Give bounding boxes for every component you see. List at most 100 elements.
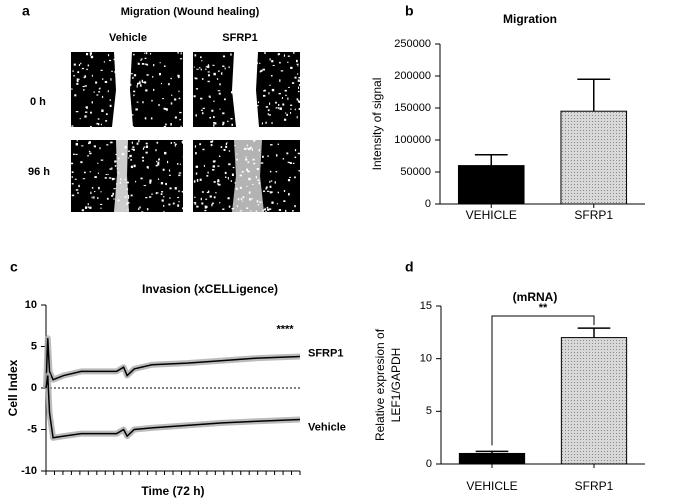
speckle: [115, 183, 118, 185]
speckle: [122, 63, 125, 66]
speckle: [277, 53, 281, 55]
y-tick-label: 100000: [394, 134, 431, 146]
speckle: [287, 61, 289, 63]
speckle: [132, 146, 135, 148]
speckle: [155, 164, 158, 167]
error-bar: [577, 327, 611, 338]
speckle: [274, 181, 276, 184]
speckle: [96, 122, 98, 125]
speckle: [288, 161, 291, 164]
speckle: [168, 203, 171, 206]
speckle: [241, 81, 244, 85]
speckle: [138, 82, 141, 85]
speckle: [106, 144, 109, 146]
speckle: [231, 91, 233, 94]
speckle: [259, 62, 261, 65]
speckle: [101, 95, 104, 98]
speckle: [248, 191, 251, 194]
speckle: [135, 108, 138, 111]
speckle: [196, 179, 199, 181]
speckle: [219, 83, 221, 86]
speckle: [207, 171, 209, 174]
speckle: [222, 121, 225, 125]
speckle: [268, 92, 270, 95]
speckle: [252, 140, 256, 142]
speckle: [113, 198, 115, 200]
speckle: [111, 167, 113, 170]
speckle: [269, 84, 271, 86]
speckle: [231, 123, 234, 126]
speckle: [272, 64, 275, 66]
speckle: [126, 188, 129, 191]
y-tick-label: 250000: [394, 38, 431, 50]
speckle: [289, 176, 291, 178]
speckle: [247, 119, 251, 121]
speckle: [242, 121, 245, 123]
speckle: [73, 75, 76, 77]
speckle: [208, 95, 211, 98]
speckle: [77, 71, 80, 74]
speckle: [268, 114, 271, 116]
speckle: [100, 191, 102, 193]
speckle: [287, 161, 290, 163]
speckle: [248, 148, 251, 151]
panel-label: a: [22, 3, 30, 19]
speckle: [93, 145, 96, 148]
speckle: [247, 83, 250, 86]
speckle: [258, 149, 261, 152]
speckle: [241, 200, 243, 202]
speckle: [267, 109, 270, 112]
speckle: [246, 147, 248, 150]
speckle: [131, 148, 134, 151]
speckle: [236, 92, 238, 95]
speckle: [265, 187, 267, 190]
speckle: [294, 108, 296, 111]
speckle: [217, 165, 220, 167]
speckle: [283, 200, 286, 203]
speckle: [103, 126, 106, 128]
speckle: [72, 70, 74, 72]
speckle: [230, 180, 232, 182]
speckle: [180, 125, 182, 127]
chart-title: Migration: [503, 12, 557, 26]
speckle: [222, 208, 225, 210]
speckle: [94, 191, 96, 193]
speckle: [99, 147, 101, 150]
speckle: [163, 210, 165, 214]
speckle: [246, 185, 248, 187]
speckle: [269, 102, 271, 105]
speckle: [168, 174, 171, 176]
speckle: [126, 104, 129, 108]
speckle: [213, 196, 216, 199]
annotation: ****: [276, 323, 294, 335]
speckle: [234, 144, 236, 147]
speckle: [82, 89, 85, 91]
speckle: [222, 112, 225, 115]
speckle: [163, 65, 166, 68]
speckle: [90, 55, 94, 59]
speckle: [115, 73, 117, 75]
speckle: [151, 99, 153, 102]
speckle: [94, 176, 97, 179]
speckle: [194, 196, 196, 198]
speckle: [133, 90, 136, 93]
speckle: [91, 196, 93, 199]
speckle: [75, 153, 78, 155]
speckle: [83, 171, 86, 174]
speckle: [138, 140, 140, 143]
speckle: [286, 113, 288, 116]
speckle: [141, 62, 145, 65]
speckle: [255, 61, 257, 64]
y-axis-label: Relative expresion of: [373, 328, 387, 441]
series-label: SFRP1: [308, 347, 343, 359]
speckle: [100, 123, 102, 126]
y-tick-label: 10: [25, 299, 37, 311]
speckle: [269, 208, 272, 210]
speckle: [200, 197, 202, 201]
speckle: [249, 211, 252, 215]
speckle: [131, 114, 134, 116]
speckle: [267, 113, 269, 115]
speckle: [150, 117, 153, 120]
speckle: [195, 88, 199, 90]
speckle: [117, 93, 120, 95]
